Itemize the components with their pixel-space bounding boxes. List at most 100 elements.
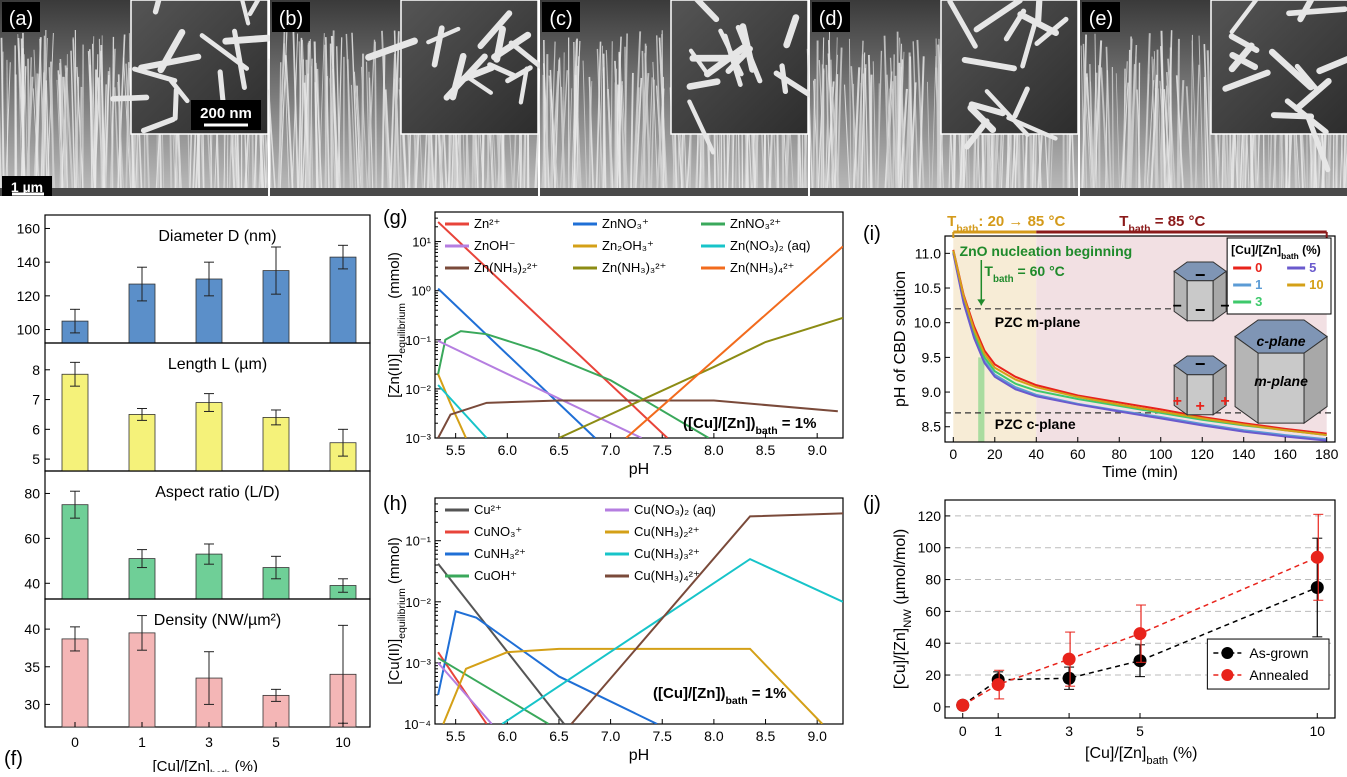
legend-title-part: (%) bbox=[1299, 243, 1321, 257]
sem-label: (d) bbox=[819, 8, 843, 30]
f-xtick-label: 5 bbox=[272, 734, 280, 750]
nanowire-tip bbox=[226, 38, 268, 41]
series-line bbox=[438, 331, 709, 438]
series-line bbox=[438, 341, 641, 438]
pzc-m-label: PZC m-plane bbox=[995, 314, 1081, 330]
legend-label: CuOH⁺ bbox=[474, 568, 517, 583]
xtick-label: 100 bbox=[1149, 446, 1173, 462]
sem-image-3: (d) bbox=[807, 0, 1078, 196]
xlabel: pH bbox=[629, 747, 649, 764]
ytick-label: 10¹ bbox=[412, 235, 431, 250]
nanowire-tip bbox=[113, 97, 146, 98]
xtick-label: 7.0 bbox=[601, 728, 621, 744]
xtick-label: 80 bbox=[1111, 446, 1127, 462]
xtick-label: 7.5 bbox=[653, 728, 673, 744]
f-xtick-label: 0 bbox=[71, 734, 79, 750]
xtick-label: 40 bbox=[1028, 446, 1044, 462]
xtick-label: 5.5 bbox=[446, 442, 466, 458]
xtick-label: 140 bbox=[1232, 446, 1256, 462]
legend-label: Zn₂OH₃⁺ bbox=[602, 238, 654, 253]
panel-label: (h) bbox=[383, 493, 407, 515]
f-bar bbox=[62, 374, 88, 471]
j-point bbox=[992, 678, 1005, 691]
f-subplot-title: Diameter D (nm) bbox=[158, 228, 276, 245]
nucleation-label: ZnO nucleation beginning bbox=[960, 243, 1133, 259]
f-xlabel: [Cu]/[Zn]bath (%) bbox=[153, 758, 258, 772]
xtick-label: 0 bbox=[959, 723, 967, 739]
xlabel-part: (%) bbox=[1168, 745, 1197, 762]
legend-label: Cu(NO₃)₂ (aq) bbox=[634, 502, 716, 517]
xtick-label: 6.0 bbox=[498, 728, 518, 744]
sem-image-4: (e) bbox=[1080, 0, 1347, 196]
annotation-part: bath bbox=[755, 425, 777, 437]
f-bar bbox=[62, 505, 88, 599]
sem-label: (b) bbox=[279, 8, 303, 30]
xtick-label: 0 bbox=[949, 446, 957, 462]
f-ytick-label: 100 bbox=[17, 322, 41, 338]
xtick-label: 5.5 bbox=[446, 728, 466, 744]
j-point bbox=[1311, 551, 1324, 564]
f-xtick-label: 1 bbox=[138, 734, 146, 750]
legend-marker bbox=[1221, 647, 1233, 659]
f-ytick-label: 40 bbox=[24, 621, 40, 637]
ylabel-part: (mmol) bbox=[386, 252, 403, 303]
f-ytick-label: 5 bbox=[32, 451, 40, 467]
ylabel-part: equilibrium bbox=[396, 303, 408, 354]
annotation-part: ([Cu]/[Zn]) bbox=[653, 685, 725, 702]
legend-label: Zn(NH₃)₂²⁺ bbox=[474, 260, 538, 275]
f-xtick-label: 10 bbox=[335, 734, 351, 750]
xtick-label: 20 bbox=[987, 446, 1003, 462]
legend-label: ZnNO₃²⁺ bbox=[730, 216, 781, 231]
f-bar bbox=[129, 414, 155, 471]
sem-image-0: (a)200 nm1 µm bbox=[0, 0, 279, 196]
legend-label: Zn²⁺ bbox=[474, 216, 500, 231]
tbath-const-label-part: T bbox=[1119, 213, 1128, 230]
substrate bbox=[1080, 188, 1347, 196]
xtick-label: 60 bbox=[1070, 446, 1086, 462]
xtick-label: 6.5 bbox=[549, 728, 569, 744]
c-plane-label: c-plane bbox=[1257, 333, 1306, 349]
legend-title-part: bath bbox=[1281, 251, 1299, 261]
sem-image-2: (c) bbox=[540, 0, 815, 196]
ytick-label: 60 bbox=[925, 603, 941, 619]
xtick-label: 7.0 bbox=[601, 442, 621, 458]
series-line bbox=[438, 222, 667, 438]
f-ytick-label: 40 bbox=[24, 575, 40, 591]
j-point bbox=[956, 699, 969, 712]
ytick-label: 10⁻² bbox=[405, 595, 431, 610]
j-point bbox=[1134, 654, 1147, 667]
legend-label: Zn(NH₃)₄²⁺ bbox=[730, 260, 794, 275]
j-point bbox=[1063, 653, 1076, 666]
nanowire bbox=[871, 75, 872, 190]
legend-label: 3 bbox=[1255, 294, 1262, 309]
ytick-label: 80 bbox=[925, 572, 941, 588]
xtick-label: 8.5 bbox=[756, 442, 776, 458]
series-line bbox=[438, 564, 564, 724]
xtick-label: 160 bbox=[1274, 446, 1298, 462]
ytick-label: 10⁻¹ bbox=[405, 534, 431, 549]
legend-label: Cu(NH₃)₄²⁺ bbox=[634, 568, 700, 583]
ylabel: pH of CBD solution bbox=[892, 271, 909, 407]
substrate bbox=[540, 188, 808, 196]
ytick-label: 10⁻⁴ bbox=[404, 717, 431, 732]
xtick-label: 1 bbox=[994, 723, 1002, 739]
ytick-label: 100 bbox=[918, 540, 942, 556]
ytick-label: 9.5 bbox=[922, 349, 942, 365]
f-ytick-label: 140 bbox=[17, 254, 41, 270]
tbath-ramp-label-part: bath bbox=[956, 223, 978, 235]
xtick-label: 120 bbox=[1191, 446, 1215, 462]
nanowire-tip bbox=[175, 90, 176, 118]
f-xlabel-part: bath bbox=[210, 768, 231, 772]
tbath-const-label-part: bath bbox=[1128, 223, 1150, 235]
charge-minus: − bbox=[1195, 354, 1206, 374]
xlabel-part: bath bbox=[1146, 755, 1168, 767]
xlabel-part: [Cu]/[Zn] bbox=[1085, 745, 1146, 762]
xtick-label: 180 bbox=[1315, 446, 1339, 462]
nanowire bbox=[547, 54, 548, 190]
